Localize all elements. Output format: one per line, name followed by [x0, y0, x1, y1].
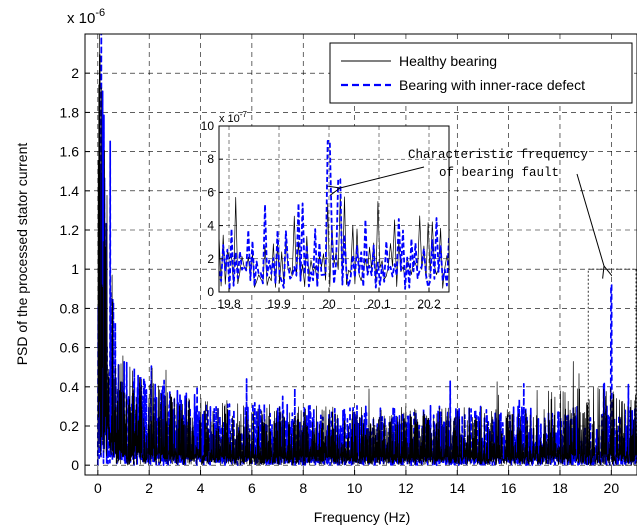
inset-y-tick-label: 2 [207, 252, 214, 266]
inset-y-tick-label: 0 [207, 285, 214, 299]
legend: Healthy bearing Bearing with inner-race … [329, 42, 633, 104]
main-x-tick-label: 14 [449, 480, 465, 496]
legend-healthy-label: Healthy bearing [399, 53, 497, 69]
inset-x-tick-label: 20.2 [417, 297, 441, 311]
main-y-tick-label: 0.2 [60, 418, 80, 434]
inset-axes-frame [218, 125, 450, 293]
fault-annotation: Characteristic frequency of bearing faul… [340, 148, 604, 266]
inset-series-group [219, 140, 449, 291]
inset-x-tick-label: 19.9 [267, 297, 291, 311]
annotation-line-2: of bearing fault [439, 166, 559, 180]
legend-defect-label: Bearing with inner-race defect [399, 77, 585, 93]
main-axes-frame [84, 33, 637, 476]
main-y-tick-label: 1.8 [60, 104, 80, 120]
annotation-arrow-main [576, 173, 604, 266]
inset-y-tick-label: 10 [201, 119, 215, 133]
main-y-tick-label: 1 [71, 261, 79, 277]
main-x-tick-label: 6 [248, 480, 256, 496]
main-ticks: 0 2 4 6 8 10 12 14 16 18 2000.20.40.60.811.21.41.6… [60, 65, 620, 496]
main-healthy-line [97, 34, 637, 466]
main-x-tick-label: 18 [552, 480, 568, 496]
main-y-tick-label: 1.6 [60, 144, 80, 160]
main-y-tick-label: 2 [71, 65, 79, 81]
main-y-exponent-base: x 10-6 [67, 7, 105, 27]
main-series-group [96, 34, 637, 467]
annotation-arrow-inset [340, 166, 425, 188]
inset-y-tick-label: 4 [207, 219, 214, 233]
main-x-tick-label: 0 [94, 480, 102, 496]
inset-x-tick-label: 20.1 [367, 297, 391, 311]
inset-axes: 19.8 19.9 20 20.1 20.2 0 2 4 6 8 10 x 10-7 [201, 110, 450, 311]
fault-highlight-box [587, 268, 637, 466]
inset-ticks: 19.8 19.9 20 20.1 20.2 0 2 4 6 8 10 [201, 119, 441, 311]
inset-y-tick-label: 8 [207, 152, 214, 166]
main-x-tick-label: 2 [145, 480, 153, 496]
main-x-tick-label: 10 [347, 480, 363, 496]
inset-defect-line [219, 140, 449, 291]
main-y-tick-label: 0 [71, 457, 79, 473]
inset-y-exponent-power: -7 [240, 110, 248, 119]
main-x-tick-label: 12 [398, 480, 414, 496]
main-x-tick-label: 20 [604, 480, 620, 496]
main-y-axis-label: PSD of the processed stator current [14, 143, 30, 366]
main-y-tick-label: 1.4 [60, 183, 80, 199]
inset-x-tick-label: 19.8 [217, 297, 241, 311]
main-x-axis-label: Frequency (Hz) [314, 509, 410, 525]
inset-y-exponent-base: x 10-7 [219, 110, 247, 125]
main-x-tick-label: 8 [299, 480, 307, 496]
main-y-tick-label: 0.4 [60, 379, 80, 395]
main-y-exponent-power: -6 [95, 7, 105, 19]
inset-x-tick-label: 20 [322, 297, 336, 311]
main-x-tick-label: 4 [197, 480, 205, 496]
inset-y-tick-label: 6 [207, 185, 214, 199]
main-y-tick-label: 1.2 [60, 222, 80, 238]
main-x-tick-label: 16 [501, 480, 517, 496]
main-y-tick-label: 0.6 [60, 340, 80, 356]
main-axes: 0 2 4 6 8 10 12 14 16 18 2000.20.40.60.811.21.41.6… [14, 7, 637, 525]
legend-box [329, 42, 633, 104]
main-y-tick-label: 0.8 [60, 300, 80, 316]
annotation-line-1: Characteristic frequency [408, 148, 589, 162]
